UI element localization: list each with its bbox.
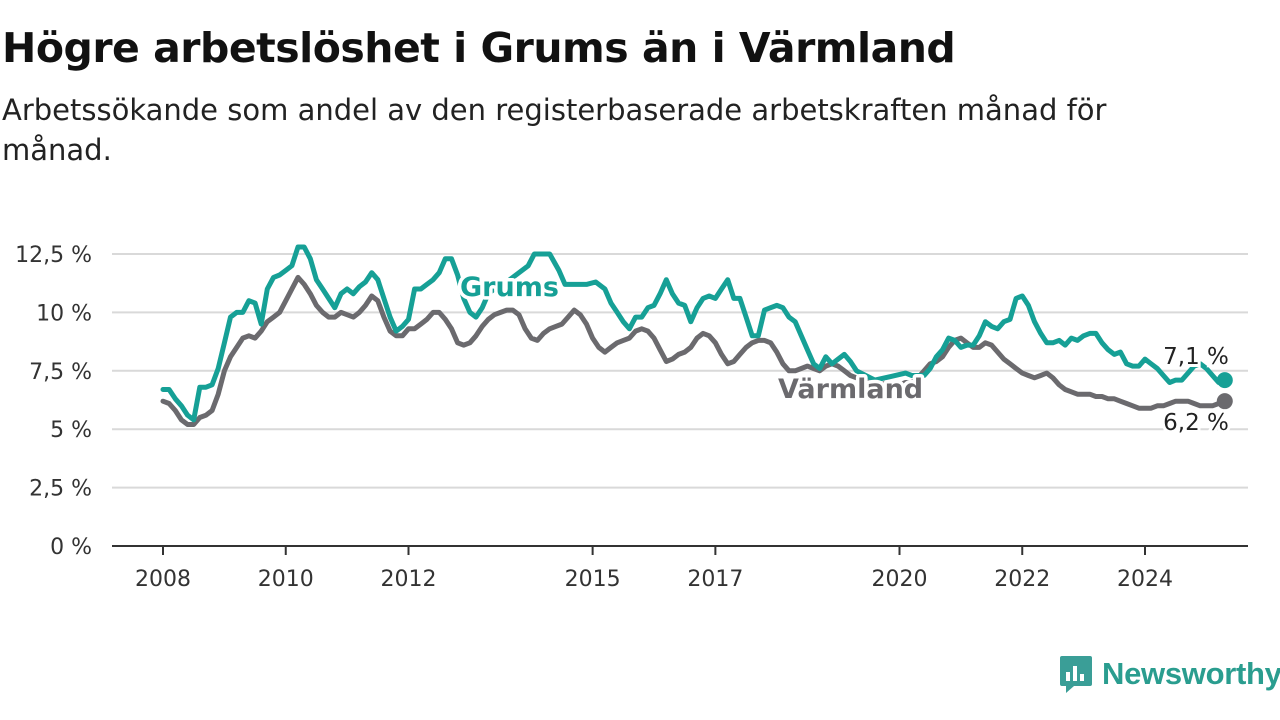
y-tick-label: 2,5 % xyxy=(29,477,92,502)
series-label-varmland: Värmland xyxy=(778,374,923,405)
x-tick-label: 2012 xyxy=(381,567,437,592)
series-lines xyxy=(160,244,1233,427)
newsworthy-logo: Newsworthy xyxy=(1058,654,1280,694)
series-line-grums xyxy=(160,244,1228,423)
series-label-grums: Grums xyxy=(460,272,559,303)
series-line-varmland xyxy=(160,274,1228,427)
x-tick-label: 2010 xyxy=(258,567,314,592)
x-tick-label: 2008 xyxy=(135,567,191,592)
chart-subtitle: Arbetssökande som andel av den registerb… xyxy=(2,93,1107,167)
series-labels: Grums Värmland 7,1 % 6,2 % xyxy=(457,269,1232,440)
y-axis: 0 % 2,5 % 5 % 7,5 % 10 % 12,5 % xyxy=(15,243,92,560)
y-tick-label: 5 % xyxy=(50,418,92,443)
y-tick-label: 10 % xyxy=(36,301,92,326)
newsworthy-logo-icon xyxy=(1060,656,1092,693)
y-tick-label: 7,5 % xyxy=(29,360,92,385)
x-axis: 2008 2010 2012 2015 2017 2020 2022 2024 xyxy=(112,545,1248,592)
x-tick-label: 2017 xyxy=(687,567,743,592)
end-value-label-grums: 7,1 % xyxy=(1163,344,1229,370)
end-point-grums xyxy=(1216,372,1233,389)
y-tick-label: 0 % xyxy=(50,535,92,560)
x-tick-label: 2022 xyxy=(994,567,1050,592)
brand-name: Newsworthy xyxy=(1102,656,1280,691)
y-tick-label: 12,5 % xyxy=(15,243,92,268)
chart-title: Högre arbetslöshet i Grums än i Värmland xyxy=(2,24,956,72)
x-tick-label: 2015 xyxy=(565,567,621,592)
grid-lines xyxy=(112,253,1248,489)
end-value-label-varmland: 6,2 % xyxy=(1163,410,1229,436)
end-point-varmland xyxy=(1216,393,1233,410)
x-tick-label: 2020 xyxy=(872,567,928,592)
x-tick-label: 2024 xyxy=(1117,567,1173,592)
